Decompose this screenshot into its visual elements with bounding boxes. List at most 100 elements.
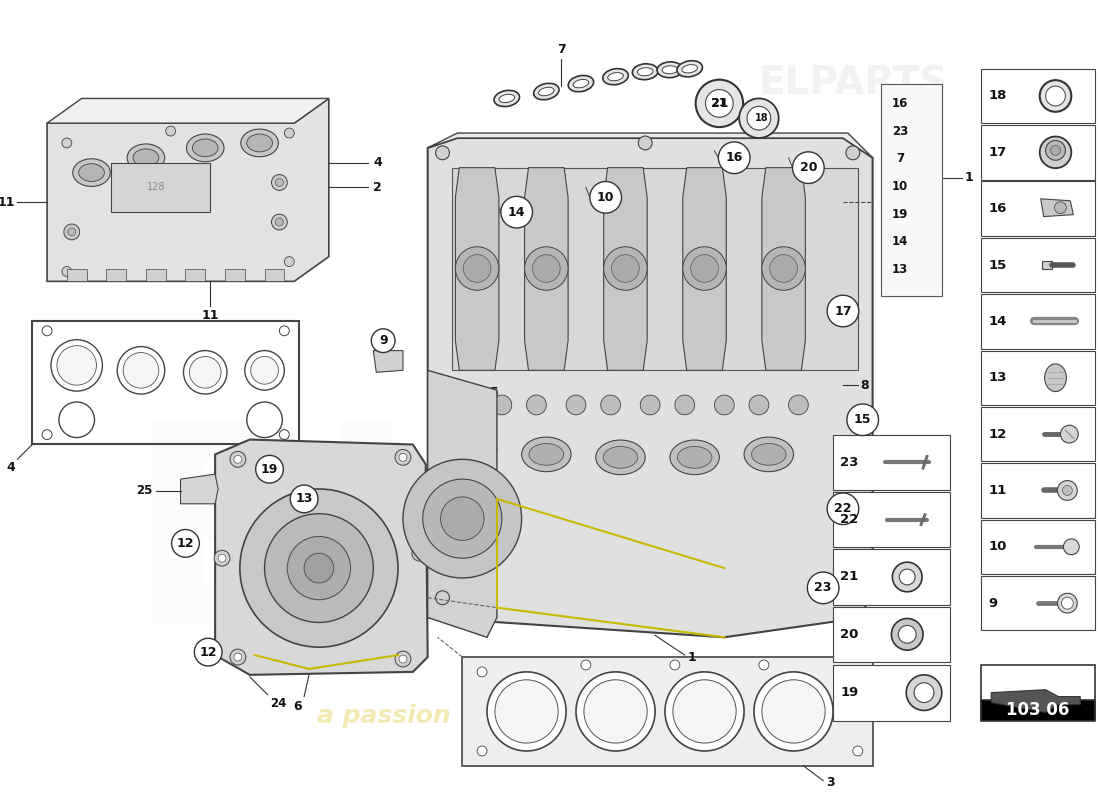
- Ellipse shape: [246, 134, 273, 152]
- Circle shape: [265, 514, 373, 622]
- Text: 14: 14: [892, 235, 909, 248]
- Circle shape: [218, 554, 226, 562]
- Text: 19: 19: [261, 462, 278, 476]
- Bar: [981, 407, 1096, 462]
- Circle shape: [527, 395, 547, 415]
- Bar: [981, 665, 1096, 719]
- Circle shape: [576, 672, 656, 751]
- Circle shape: [275, 218, 284, 226]
- Text: 6: 6: [294, 699, 302, 713]
- Polygon shape: [683, 168, 726, 370]
- Polygon shape: [428, 370, 497, 638]
- Circle shape: [1046, 86, 1066, 106]
- Circle shape: [372, 329, 395, 353]
- Text: 7: 7: [896, 152, 904, 166]
- Bar: [981, 238, 1096, 292]
- Ellipse shape: [79, 164, 104, 182]
- Circle shape: [245, 350, 284, 390]
- Ellipse shape: [744, 437, 793, 472]
- Circle shape: [436, 591, 450, 605]
- Text: 16: 16: [988, 202, 1007, 215]
- Polygon shape: [462, 657, 872, 766]
- Polygon shape: [452, 168, 858, 370]
- Text: 18: 18: [988, 90, 1007, 102]
- Ellipse shape: [751, 443, 786, 466]
- Circle shape: [42, 326, 52, 336]
- Circle shape: [807, 572, 839, 604]
- Text: 10: 10: [892, 180, 909, 193]
- Text: 25: 25: [136, 485, 153, 498]
- Text: 16: 16: [892, 97, 909, 110]
- Bar: [186, 270, 206, 282]
- Polygon shape: [428, 138, 872, 638]
- Circle shape: [770, 254, 798, 282]
- Ellipse shape: [534, 83, 559, 100]
- Circle shape: [240, 489, 398, 647]
- Circle shape: [675, 395, 694, 415]
- Text: 12: 12: [988, 428, 1007, 441]
- Ellipse shape: [448, 432, 497, 466]
- Circle shape: [906, 675, 942, 710]
- Circle shape: [1055, 202, 1066, 214]
- Circle shape: [638, 136, 652, 150]
- Polygon shape: [373, 350, 403, 372]
- Circle shape: [62, 138, 72, 148]
- Circle shape: [747, 106, 771, 130]
- Bar: [981, 125, 1096, 179]
- Text: 23: 23: [840, 456, 858, 469]
- Circle shape: [189, 357, 221, 388]
- Ellipse shape: [607, 73, 624, 81]
- Bar: [981, 69, 1096, 123]
- Text: 11: 11: [201, 309, 219, 322]
- Text: 15: 15: [988, 258, 1007, 271]
- Circle shape: [827, 493, 859, 525]
- Polygon shape: [180, 474, 218, 504]
- Circle shape: [284, 257, 294, 266]
- Text: 17: 17: [988, 146, 1007, 159]
- Circle shape: [691, 254, 718, 282]
- Text: 11: 11: [0, 196, 15, 209]
- Text: 23: 23: [814, 582, 832, 594]
- Ellipse shape: [603, 446, 638, 468]
- Bar: [833, 550, 949, 605]
- Text: 4: 4: [373, 156, 382, 170]
- Circle shape: [566, 395, 586, 415]
- Circle shape: [422, 479, 502, 558]
- Text: 22: 22: [834, 502, 851, 515]
- Circle shape: [714, 395, 734, 415]
- Circle shape: [500, 196, 532, 228]
- Text: 24: 24: [271, 697, 287, 710]
- Ellipse shape: [241, 129, 278, 157]
- Circle shape: [532, 254, 560, 282]
- Text: 23: 23: [892, 125, 909, 138]
- Circle shape: [847, 404, 879, 435]
- Circle shape: [666, 672, 744, 751]
- Circle shape: [492, 395, 512, 415]
- Circle shape: [846, 586, 860, 600]
- Circle shape: [1040, 137, 1071, 168]
- Text: 21: 21: [840, 570, 858, 583]
- Polygon shape: [455, 168, 499, 370]
- Text: 4: 4: [7, 462, 15, 474]
- Polygon shape: [216, 439, 428, 675]
- Circle shape: [759, 660, 769, 670]
- Bar: [107, 270, 126, 282]
- Bar: [833, 665, 949, 722]
- Circle shape: [754, 672, 833, 751]
- Text: 19: 19: [842, 686, 859, 699]
- Circle shape: [272, 214, 287, 230]
- Circle shape: [477, 667, 487, 677]
- Ellipse shape: [603, 69, 628, 85]
- Ellipse shape: [128, 144, 165, 172]
- Bar: [265, 270, 284, 282]
- Polygon shape: [991, 690, 1080, 713]
- Circle shape: [272, 174, 287, 190]
- Ellipse shape: [682, 65, 697, 73]
- Text: 13: 13: [296, 492, 312, 506]
- Text: 14: 14: [988, 315, 1007, 328]
- Circle shape: [827, 295, 859, 327]
- Circle shape: [1050, 146, 1060, 155]
- Ellipse shape: [676, 61, 703, 77]
- Text: a passion for: a passion for: [317, 704, 499, 728]
- Text: 5: 5: [490, 386, 498, 398]
